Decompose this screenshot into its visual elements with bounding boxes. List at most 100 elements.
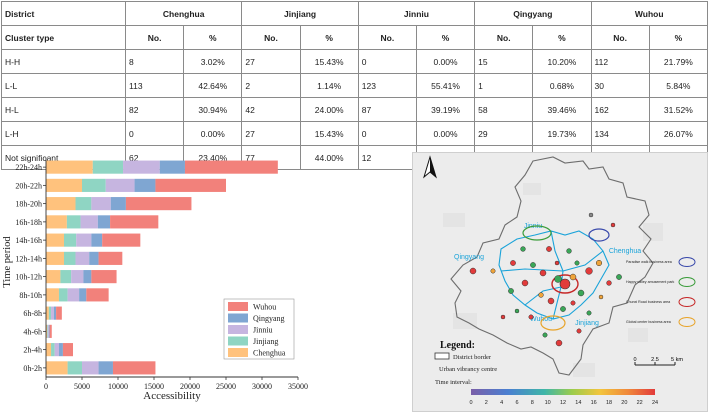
bar-wuhou-8h-10h bbox=[86, 288, 109, 302]
chunxi-legend-symbol bbox=[678, 297, 696, 307]
table-cell: 27 bbox=[241, 49, 301, 74]
x-axis-label: Accessibility bbox=[143, 390, 201, 402]
x-tick-label: 10000 bbox=[108, 382, 128, 391]
bar-jinjiang-18h-20h bbox=[75, 197, 92, 211]
pct-header: % bbox=[299, 25, 359, 50]
table-cell: 15.43% bbox=[299, 49, 359, 74]
chunxi-road-ellipse bbox=[551, 274, 579, 294]
ramp-tick-label: 4 bbox=[500, 400, 503, 406]
bar-wuhou-4h-6h bbox=[49, 324, 52, 338]
bar-jinniu-6h-8h bbox=[51, 306, 54, 320]
legend-title: Legend: bbox=[440, 340, 475, 351]
legend-swatch-chenghua bbox=[228, 348, 248, 357]
table-cell: 55.41% bbox=[415, 73, 476, 98]
bar-qingyang-14h-16h bbox=[91, 233, 103, 247]
cluster-type-cell: H-H bbox=[1, 49, 126, 74]
bar-qingyang-6h-8h bbox=[53, 306, 57, 320]
bar-wuhou-18h-20h bbox=[125, 197, 192, 211]
cluster-type-cell: L-H bbox=[1, 121, 126, 146]
y-tick-label: 20h-22h bbox=[15, 181, 42, 190]
table-cell: 1 bbox=[474, 73, 534, 98]
ramp-tick-label: 12 bbox=[560, 400, 566, 406]
bar-jinniu-8h-10h bbox=[67, 288, 80, 302]
bar-jinniu-14h-16h bbox=[76, 233, 92, 247]
bar-wuhou-12h-14h bbox=[98, 251, 123, 265]
table-cell: 42.64% bbox=[183, 73, 243, 98]
table-cell: 26.07% bbox=[648, 121, 709, 146]
bar-wuhou-10h-12h bbox=[91, 270, 117, 284]
table-cell: 0.00% bbox=[415, 49, 476, 74]
table-row: L-H 0 0.00% 27 15.43% 0 0.00% 29 19.73% … bbox=[1, 121, 709, 146]
area-label-global: Global center business area bbox=[626, 320, 671, 324]
bar-chenghua-14h-16h bbox=[46, 233, 64, 247]
global-legend-symbol bbox=[678, 317, 696, 327]
legend-label-jinjiang: Jinjiang bbox=[253, 337, 278, 346]
table-cell: 123 bbox=[357, 73, 417, 98]
bar-qingyang-22h-24h bbox=[159, 160, 185, 174]
y-tick-label: 6h-8h bbox=[23, 309, 42, 318]
bar-wuhou-2h-4h bbox=[62, 343, 73, 357]
chart-legend: Wuhou Qingyang Jinniu Jinjiang Chenghua bbox=[223, 298, 295, 360]
table-cell: 8 bbox=[124, 49, 185, 74]
table-cell: 0 bbox=[357, 121, 417, 146]
ramp-tick-label: 6 bbox=[515, 400, 518, 406]
ramp-tick-label: 14 bbox=[575, 400, 581, 406]
table-cell: 29 bbox=[474, 121, 534, 146]
table-cell: 162 bbox=[590, 97, 650, 122]
bar-chenghua-20h-22h bbox=[46, 178, 82, 192]
paradise-walk-ellipse bbox=[588, 228, 610, 242]
count-header: No. bbox=[590, 25, 650, 50]
bar-chenghua-18h-20h bbox=[46, 197, 76, 211]
ramp-tick-label: 20 bbox=[621, 400, 627, 406]
bar-chenghua-12h-14h bbox=[46, 251, 64, 265]
pct-header: % bbox=[415, 25, 476, 50]
table-cell: 39.19% bbox=[415, 97, 476, 122]
bar-jinniu-2h-4h bbox=[54, 343, 59, 357]
bar-jinjiang-14h-16h bbox=[64, 233, 77, 247]
table-cell: 5.84% bbox=[648, 73, 709, 98]
legend-swatch-jinniu bbox=[228, 325, 248, 334]
bar-jinniu-4h-6h bbox=[47, 324, 49, 338]
city-outline bbox=[450, 156, 654, 376]
bar-jinjiang-10h-12h bbox=[60, 270, 72, 284]
x-tick-label: 25000 bbox=[216, 382, 236, 391]
table-cell: 58 bbox=[474, 97, 534, 122]
bar-jinjiang-2h-4h bbox=[51, 343, 55, 357]
urban-vibrancy-map: Jinniu Qingyang Chenghua Wuhou Jinjiang bbox=[412, 152, 708, 412]
district-label-qingyang: Qingyang bbox=[454, 254, 484, 261]
pct-header: % bbox=[648, 25, 709, 50]
table-header-districts: District Chenghua Jinjiang Jinniu Qingya… bbox=[1, 1, 708, 26]
bar-jinjiang-6h-8h bbox=[48, 306, 52, 320]
basemap-blocks bbox=[443, 183, 663, 377]
north-arrow-icon bbox=[423, 155, 437, 179]
ramp-tick-label: 10 bbox=[545, 400, 551, 406]
bar-chenghua-0h-2h bbox=[46, 361, 68, 375]
count-header: No. bbox=[474, 25, 534, 50]
bar-jinjiang-20h-22h bbox=[82, 178, 106, 192]
table-cell: 10.20% bbox=[532, 49, 592, 74]
pct-header: % bbox=[532, 25, 592, 50]
table-row: H-L 82 30.94% 42 24.00% 87 39.19% 58 39.… bbox=[1, 97, 709, 122]
bar-qingyang-12h-14h bbox=[89, 251, 99, 265]
global-center-ellipse bbox=[540, 315, 566, 331]
legend-swatch-jinjiang bbox=[228, 336, 248, 346]
table-cell: 87 bbox=[357, 97, 417, 122]
area-legend: Paradise walk business area Happy valley… bbox=[626, 257, 696, 327]
legend-swatch-wuhou bbox=[228, 302, 248, 311]
legend-time-interval: Time interval: bbox=[435, 379, 472, 386]
district-label-chenghua: Chenghua bbox=[609, 248, 641, 255]
ramp-tick-label: 0 bbox=[469, 400, 472, 406]
ramp-tick-label: 2 bbox=[485, 400, 488, 406]
district-borders bbox=[498, 230, 610, 320]
legend-vibrancy-centre: Urban vibrancy centre bbox=[439, 366, 497, 373]
table-cell: 82 bbox=[124, 97, 185, 122]
table-cell: 27 bbox=[241, 121, 301, 146]
ramp-tick-labels: 0 2 4 6 8 10 12 14 16 18 20 22 24 bbox=[469, 400, 658, 406]
table-cell: 0.68% bbox=[532, 73, 592, 98]
y-axis-label: Time period bbox=[2, 236, 13, 288]
bar-chenghua-22h-24h bbox=[46, 160, 93, 174]
y-tick-label: 12h-14h bbox=[15, 254, 42, 263]
bar-jinniu-22h-24h bbox=[123, 160, 160, 174]
accessibility-stacked-bar-chart: 0h-2h 2h-4h 4h-6h 6h-8h 8h-10h 10h-12h 12h-14h… bbox=[2, 158, 308, 402]
y-tick-label: 0h-2h bbox=[23, 364, 42, 373]
